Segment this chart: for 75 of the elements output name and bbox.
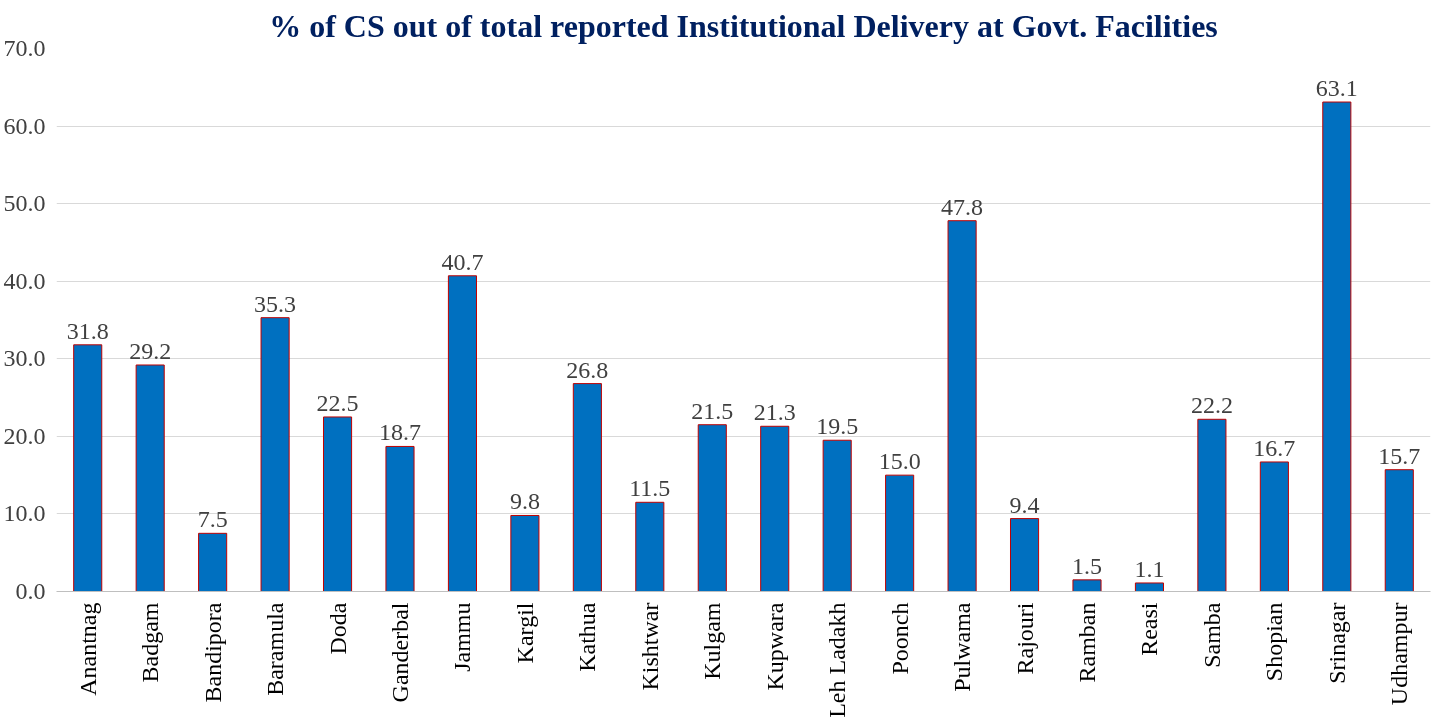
bar xyxy=(635,501,665,592)
bar xyxy=(198,532,228,592)
data-label: 15.0 xyxy=(878,448,921,475)
y-tick-label: 70.0 xyxy=(3,35,46,61)
x-tick-label: Poonch xyxy=(886,602,913,675)
bar xyxy=(510,514,540,592)
data-label: 9.4 xyxy=(1009,491,1040,518)
data-label: 19.5 xyxy=(816,413,859,440)
x-tick-label: Udhampur xyxy=(1386,602,1413,706)
x-tick-label: Kishtwar xyxy=(636,602,663,691)
x-tick-label: Kulgam xyxy=(699,602,726,680)
bar xyxy=(697,424,727,592)
x-tick-label: Badgam xyxy=(137,602,164,683)
data-label: 47.8 xyxy=(941,193,984,220)
bar xyxy=(260,317,290,592)
bar xyxy=(1259,461,1289,592)
data-label: 40.7 xyxy=(441,248,484,275)
bar xyxy=(760,425,790,592)
data-label: 18.7 xyxy=(379,419,421,446)
x-tick-label: Bandipora xyxy=(199,602,226,703)
bar xyxy=(885,474,915,592)
bar xyxy=(1384,469,1414,592)
y-tick-label: 30.0 xyxy=(3,345,46,372)
y-tick-label: 0.0 xyxy=(15,578,46,604)
data-label: 31.8 xyxy=(66,317,109,344)
data-label: 35.3 xyxy=(254,290,297,317)
bar xyxy=(322,416,353,592)
data-label: 21.5 xyxy=(691,397,734,424)
data-label: 22.5 xyxy=(316,389,359,416)
y-tick-label: 40.0 xyxy=(3,267,46,294)
data-label: 1.1 xyxy=(1134,555,1165,582)
data-label: 29.2 xyxy=(129,337,172,364)
data-label: 26.8 xyxy=(566,356,609,383)
x-tick-label: Rajouri xyxy=(1011,602,1038,675)
data-label: 11.5 xyxy=(629,475,671,502)
bar xyxy=(1322,101,1352,592)
x-tick-label: Doda xyxy=(324,602,351,655)
y-tick-label: 20.0 xyxy=(3,422,46,449)
x-tick-label: Shopian xyxy=(1261,602,1288,682)
x-tick-label: Srinagar xyxy=(1323,602,1350,684)
x-tick-label: Jammu xyxy=(449,602,476,672)
bar xyxy=(135,364,165,592)
x-tick-label: Pulwama xyxy=(949,602,976,692)
bar xyxy=(73,344,103,592)
x-tick-label: Kargil xyxy=(511,602,538,664)
x-tick-label: Ganderbal xyxy=(387,602,413,703)
bar xyxy=(1197,418,1227,592)
bar xyxy=(947,220,977,592)
data-label: 7.5 xyxy=(197,506,228,533)
x-tick-label: Leh Ladakh xyxy=(824,602,851,718)
x-tick-label: Baramula xyxy=(262,602,289,696)
data-label: 21.3 xyxy=(753,399,796,426)
y-tick-label: 10.0 xyxy=(3,500,46,527)
x-tick-label: Kupwara xyxy=(761,602,788,691)
x-tick-label: Kathua xyxy=(574,602,601,672)
x-tick-label: Ramban xyxy=(1074,602,1100,683)
bar xyxy=(447,275,478,592)
data-label: 9.8 xyxy=(509,488,540,515)
data-label: 22.2 xyxy=(1190,392,1233,419)
data-label: 1.5 xyxy=(1072,552,1102,579)
y-tick-label: 50.0 xyxy=(3,190,46,217)
bar xyxy=(822,439,852,592)
data-label: 15.7 xyxy=(1378,442,1421,469)
data-label: 16.7 xyxy=(1253,434,1296,461)
chart-title: % of CS out of total reported Institutional Delivery at Govt. Facilities xyxy=(269,7,1218,44)
bar xyxy=(572,383,602,592)
bar xyxy=(1072,579,1102,592)
bar xyxy=(1009,518,1040,592)
x-tick-label: Samba xyxy=(1198,602,1225,668)
bar xyxy=(385,445,415,592)
x-tick-label: Reasi xyxy=(1136,602,1163,656)
bar xyxy=(1134,582,1165,592)
y-tick-label: 60.0 xyxy=(3,112,46,139)
data-label: 63.1 xyxy=(1315,75,1358,102)
x-tick-label: Anantnag xyxy=(74,602,101,696)
